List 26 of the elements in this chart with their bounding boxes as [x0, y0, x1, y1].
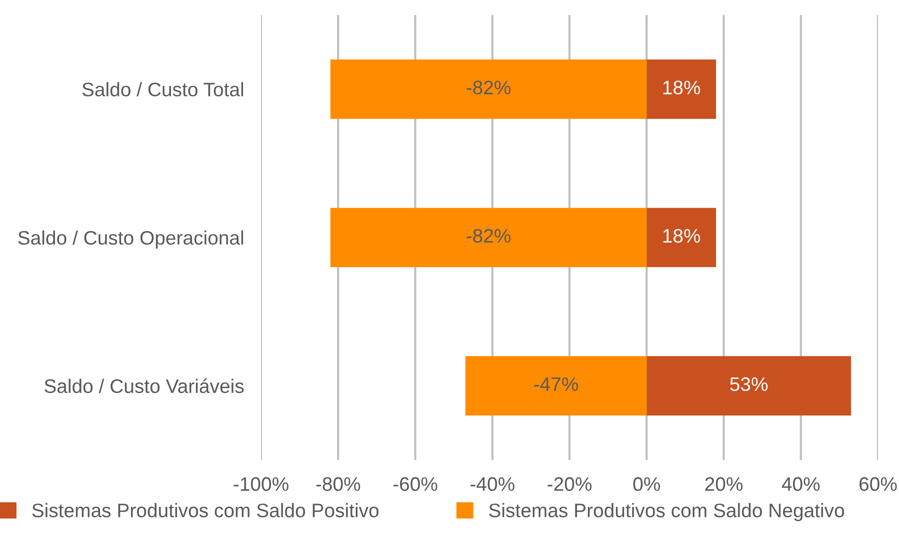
- bar: [646, 60, 716, 119]
- x-tick-label: -80%: [316, 477, 360, 491]
- bar: [330, 208, 647, 268]
- data-label: -47%: [534, 377, 578, 391]
- x-tick-label: -100%: [234, 477, 288, 491]
- y-tick-label: Saldo / Custo Operacional: [18, 230, 244, 249]
- x-tick-label: 0%: [633, 477, 660, 491]
- bar: [646, 208, 716, 268]
- data-label: 53%: [730, 377, 768, 392]
- y-tick-label: Saldo / Custo Variáveis: [44, 378, 244, 394]
- x-tick-label: -40%: [470, 477, 514, 491]
- x-tick-label: 40%: [782, 477, 820, 491]
- bar: [465, 356, 647, 416]
- legend-label: Sistemas Produtivos com Saldo Positivo: [32, 503, 379, 518]
- x-tick-label: 20%: [705, 477, 743, 491]
- bar: [646, 356, 852, 416]
- y-tick-label: Saldo / Custo Total: [82, 82, 244, 96]
- x-tick-label: 60%: [860, 477, 897, 491]
- data-label: -82%: [466, 228, 511, 243]
- data-label: -82%: [466, 80, 511, 94]
- x-tick-label: -20%: [548, 477, 592, 491]
- bar: [330, 60, 647, 119]
- x-tick-label: -60%: [393, 477, 438, 491]
- legend-label: Sistemas Produtivos com Saldo Negativo: [489, 503, 844, 522]
- data-label: 18%: [663, 80, 700, 94]
- data-label: 18%: [663, 228, 700, 243]
